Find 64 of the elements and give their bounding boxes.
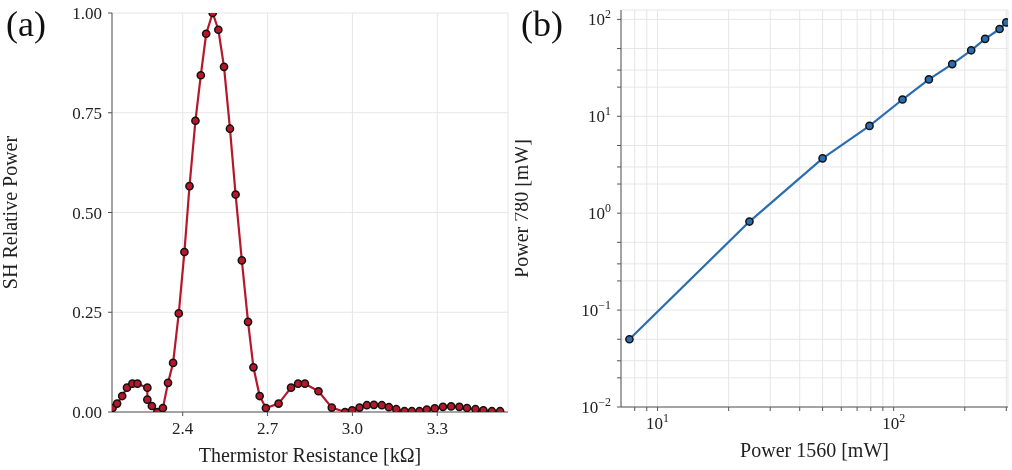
- point: [446, 402, 456, 411]
- point: [327, 403, 337, 412]
- point: [147, 401, 157, 411]
- point: [225, 124, 235, 134]
- point: [471, 404, 480, 412]
- point: [314, 386, 323, 396]
- y-tick-label: 10$^{−2}$: [581, 395, 612, 417]
- point: [185, 181, 194, 191]
- y-tick-label: 0.25: [72, 303, 102, 323]
- x-tick-label: 3.0: [341, 419, 364, 438]
- point: [117, 391, 127, 401]
- y-tick-label: 0.75: [72, 103, 102, 123]
- y-tick-label: 10$^{−1}$: [581, 298, 612, 321]
- x-axis-title: Thermistor Resistance [kΩ]: [198, 444, 422, 466]
- y-tick-label: 10$^{0}$: [588, 201, 612, 224]
- point: [237, 256, 247, 265]
- x-axis-title: Power 1560 [mW]: [740, 439, 889, 461]
- point: [196, 70, 206, 80]
- point: [174, 309, 184, 318]
- point: [384, 402, 394, 412]
- point: [168, 358, 178, 368]
- text: (b): [521, 4, 563, 44]
- point: [219, 62, 229, 72]
- y-tick-label: 10$^{1}$: [588, 104, 612, 127]
- point: [255, 391, 264, 401]
- y-tick-label: 0.00: [72, 403, 102, 422]
- point: [249, 362, 258, 372]
- point: [300, 379, 310, 389]
- y-tick-label: 1.00: [72, 4, 102, 23]
- point: [133, 379, 142, 389]
- point: [163, 378, 173, 388]
- point: [143, 383, 152, 393]
- y-axis-title: Power 780 [mW]: [510, 139, 533, 278]
- point: [231, 190, 240, 199]
- y-tick-label: 10$^{2}$: [588, 7, 612, 30]
- y-axis-title: SH Relative Power: [0, 135, 22, 290]
- point: [438, 402, 448, 412]
- point: [430, 404, 440, 412]
- x-tick-label: 10$^{2}$: [882, 411, 906, 433]
- point: [274, 399, 283, 408]
- point: [243, 317, 253, 327]
- point: [422, 405, 432, 412]
- point: [369, 400, 379, 410]
- point: [293, 379, 303, 389]
- point: [286, 383, 296, 393]
- point: [112, 399, 122, 408]
- x-tick-label: 2.4: [172, 419, 194, 438]
- point: [201, 29, 211, 39]
- x-tick-label: 2.7: [256, 419, 279, 438]
- point: [158, 403, 168, 412]
- point: [377, 400, 387, 410]
- text: (a): [6, 4, 46, 44]
- point: [462, 403, 472, 412]
- y-tick-label: 0.50: [72, 203, 102, 223]
- point: [143, 395, 152, 404]
- point: [455, 402, 464, 412]
- point: [355, 403, 364, 412]
- point: [191, 116, 200, 126]
- point: [180, 247, 189, 257]
- point: [261, 403, 271, 412]
- point: [391, 404, 401, 412]
- point: [214, 25, 223, 35]
- x-tick-label: 10$^{1}$: [646, 411, 670, 433]
- x-tick-label: 3.3: [426, 419, 448, 438]
